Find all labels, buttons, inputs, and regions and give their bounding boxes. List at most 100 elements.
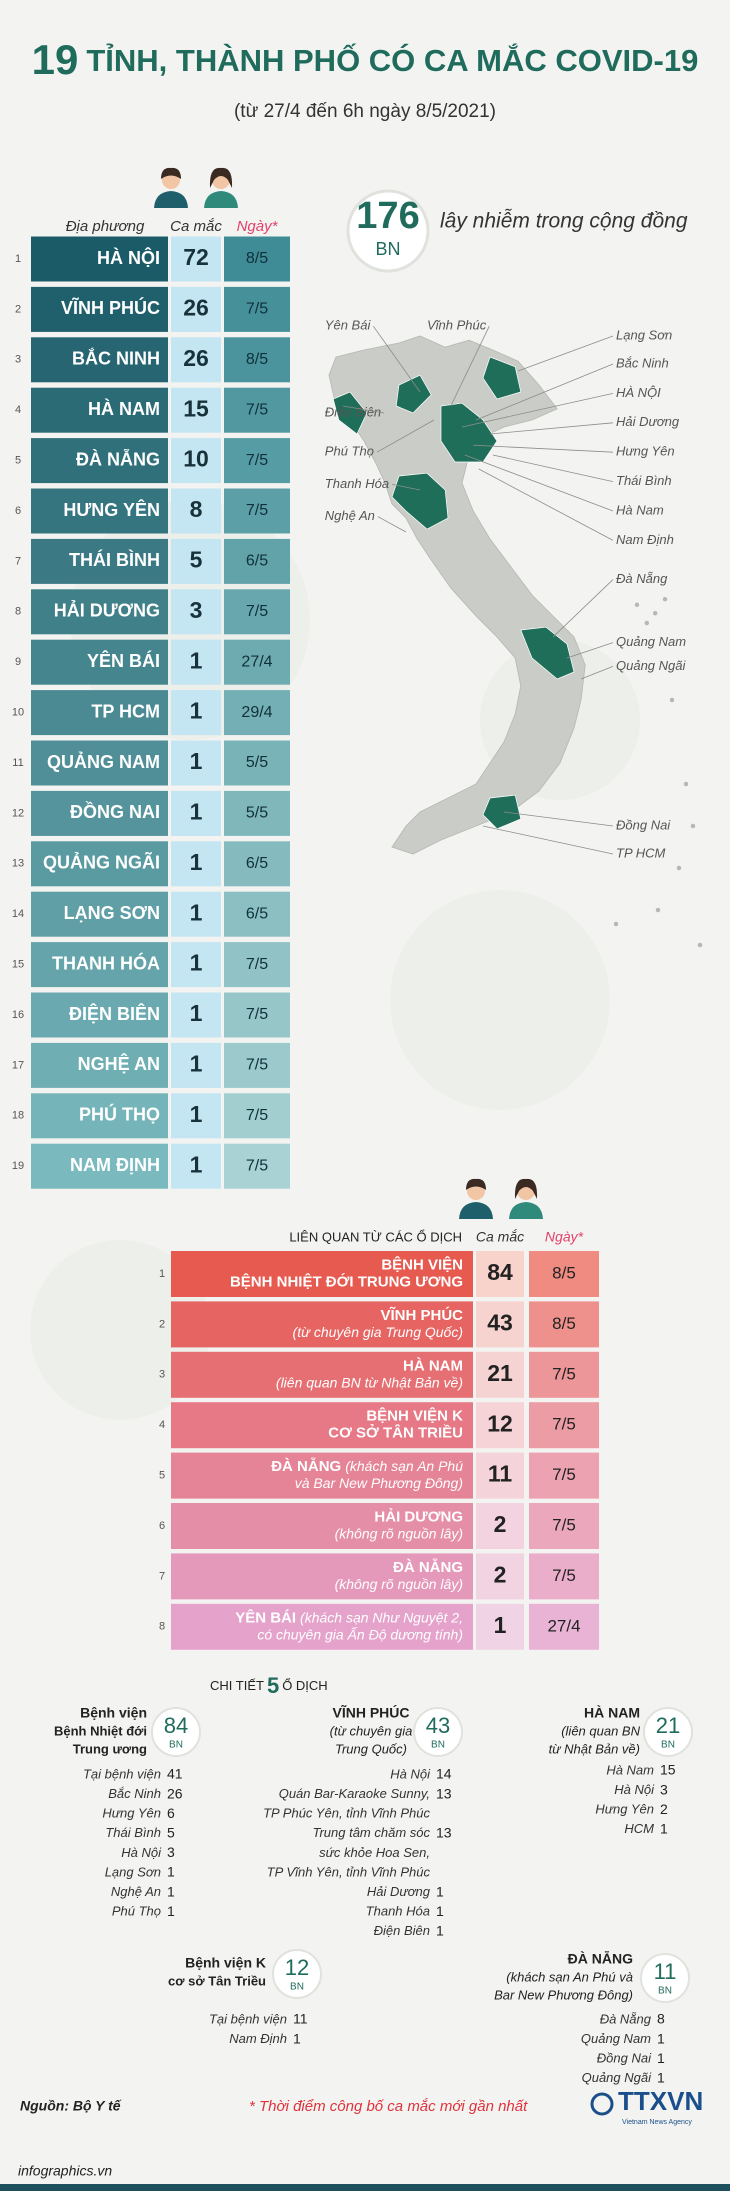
province-date: 6/5 <box>246 553 268 570</box>
item-label: HCM <box>624 1821 654 1836</box>
row-index: 1 <box>159 1268 165 1280</box>
cluster-detail-note: (từ chuyên gia <box>330 1723 413 1738</box>
cluster-name-cell <box>171 1553 473 1600</box>
row-index: 16 <box>12 1009 24 1021</box>
cluster-cases: 12 <box>487 1410 513 1436</box>
cluster-name: ĐÀ NẴNG <box>271 1458 341 1475</box>
leader-line <box>566 642 614 659</box>
cluster-unit: BN <box>169 1740 183 1751</box>
province-name-cell <box>31 236 168 282</box>
country-outline <box>328 335 586 855</box>
province-cases-cell <box>171 740 221 786</box>
details-title-text: Ổ DỊCH <box>282 1678 328 1693</box>
province-date: 27/4 <box>241 653 272 670</box>
details-title-text: CHI TIẾT <box>210 1678 264 1693</box>
province-name-cell <box>31 690 168 736</box>
cluster-name: BỆNH VIỆN <box>381 1255 463 1273</box>
province-name-cell <box>31 387 168 433</box>
map-label: Quảng Ngãi <box>616 658 686 673</box>
cluster-line: BỆNH VIỆN <box>381 1255 463 1273</box>
province-date: 29/4 <box>241 704 272 721</box>
province-cases: 10 <box>183 446 209 472</box>
province-name: HẢI DƯƠNG <box>54 600 160 621</box>
province-name-cell <box>31 488 168 534</box>
row-index: 3 <box>159 1369 165 1381</box>
icon-body <box>204 191 238 208</box>
item-label: Hà Nội <box>390 1766 431 1781</box>
column-header: Ngày* <box>545 1229 584 1245</box>
cluster-cases-cell <box>476 1452 524 1499</box>
bottom-bar <box>0 2184 730 2191</box>
province-cases: 26 <box>183 345 209 371</box>
row-index: 9 <box>15 656 21 668</box>
map-label: Quảng Nam <box>616 634 686 649</box>
row-index: 11 <box>12 757 23 769</box>
province-name-cell <box>31 337 168 383</box>
leader-line <box>503 811 614 827</box>
cluster-detail-note: cơ sở Tân Triều <box>168 1973 266 1988</box>
column-header: Ca mắc <box>476 1229 524 1245</box>
province-date: 7/5 <box>246 1006 268 1023</box>
province-name-cell <box>31 1042 168 1088</box>
province-cases-cell <box>171 1143 221 1189</box>
province-name-cell <box>31 639 168 685</box>
leader-line <box>376 419 435 453</box>
province-cases: 15 <box>183 395 209 421</box>
province-name: HÀ NỘI <box>97 247 160 268</box>
province-cases: 1 <box>190 1000 203 1026</box>
province-name-cell <box>31 538 168 584</box>
cluster-detail-note: từ Nhật Bản về) <box>549 1741 640 1756</box>
province-cases-cell <box>171 1042 221 1088</box>
cluster-date-cell <box>529 1553 599 1600</box>
total-badge <box>640 1953 690 2003</box>
province-cases: 1 <box>190 1101 203 1127</box>
province-name-cell <box>31 992 168 1038</box>
cluster-date-cell <box>529 1503 599 1549</box>
province-name: TP HCM <box>91 701 160 721</box>
item-label: Thái Bình <box>105 1825 161 1840</box>
item-count: 1 <box>660 1821 668 1837</box>
affected-province <box>482 356 522 400</box>
cluster-cases: 2 <box>494 1511 507 1537</box>
province-cases-cell <box>171 438 221 484</box>
province-name: ĐIỆN BIÊN <box>69 1003 160 1024</box>
island <box>655 907 661 913</box>
affected-province <box>520 626 575 680</box>
item-label: Hà Nội <box>614 1782 655 1797</box>
cluster-date: 7/5 <box>552 1566 576 1585</box>
cluster-line: và Bar New Phương Đông) <box>295 1475 463 1491</box>
province-name-cell <box>31 1143 168 1189</box>
total-badge <box>151 1707 201 1757</box>
province-date-cell <box>224 841 290 887</box>
row-index: 7 <box>159 1570 165 1582</box>
cluster-cases-cell <box>476 1402 524 1449</box>
item-label: Điện Biên <box>374 1923 430 1938</box>
cluster-cases: 43 <box>487 1309 513 1335</box>
row-index: 6 <box>15 505 21 517</box>
province-date-cell <box>224 387 290 433</box>
cluster-unit: BN <box>290 1982 304 1993</box>
province-date-cell <box>224 236 290 282</box>
province-name-cell <box>31 589 168 635</box>
cluster-cases-cell <box>476 1553 524 1600</box>
leader-line <box>580 666 614 680</box>
item-label: sức khỏe Hoa Sen, <box>319 1845 430 1860</box>
province-date: 7/5 <box>246 502 268 519</box>
row-index: 14 <box>12 908 24 920</box>
item-count: 13 <box>436 1785 452 1801</box>
province-name: HƯNG YÊN <box>63 499 160 520</box>
cluster-line: BỆNH VIỆN K <box>366 1407 463 1425</box>
total-badge <box>643 1707 693 1757</box>
cluster-detail-note: Bệnh Nhiệt đới <box>54 1723 147 1738</box>
person-icon <box>154 167 188 208</box>
cluster-name: HÀ NAM <box>403 1357 463 1374</box>
footnote: * Thời điểm công bố ca mắc mới gần nhất <box>249 2098 528 2115</box>
province-cases: 1 <box>190 950 203 976</box>
leader-line <box>473 444 614 453</box>
affected-province <box>332 391 368 435</box>
map-label: Bắc Ninh <box>616 355 669 370</box>
cluster-detail-note: (liên quan BN <box>561 1723 640 1738</box>
island <box>613 921 619 927</box>
map-label: Vĩnh Phúc <box>427 318 487 333</box>
cluster-line: ĐÀ NẴNG <box>393 1559 463 1576</box>
